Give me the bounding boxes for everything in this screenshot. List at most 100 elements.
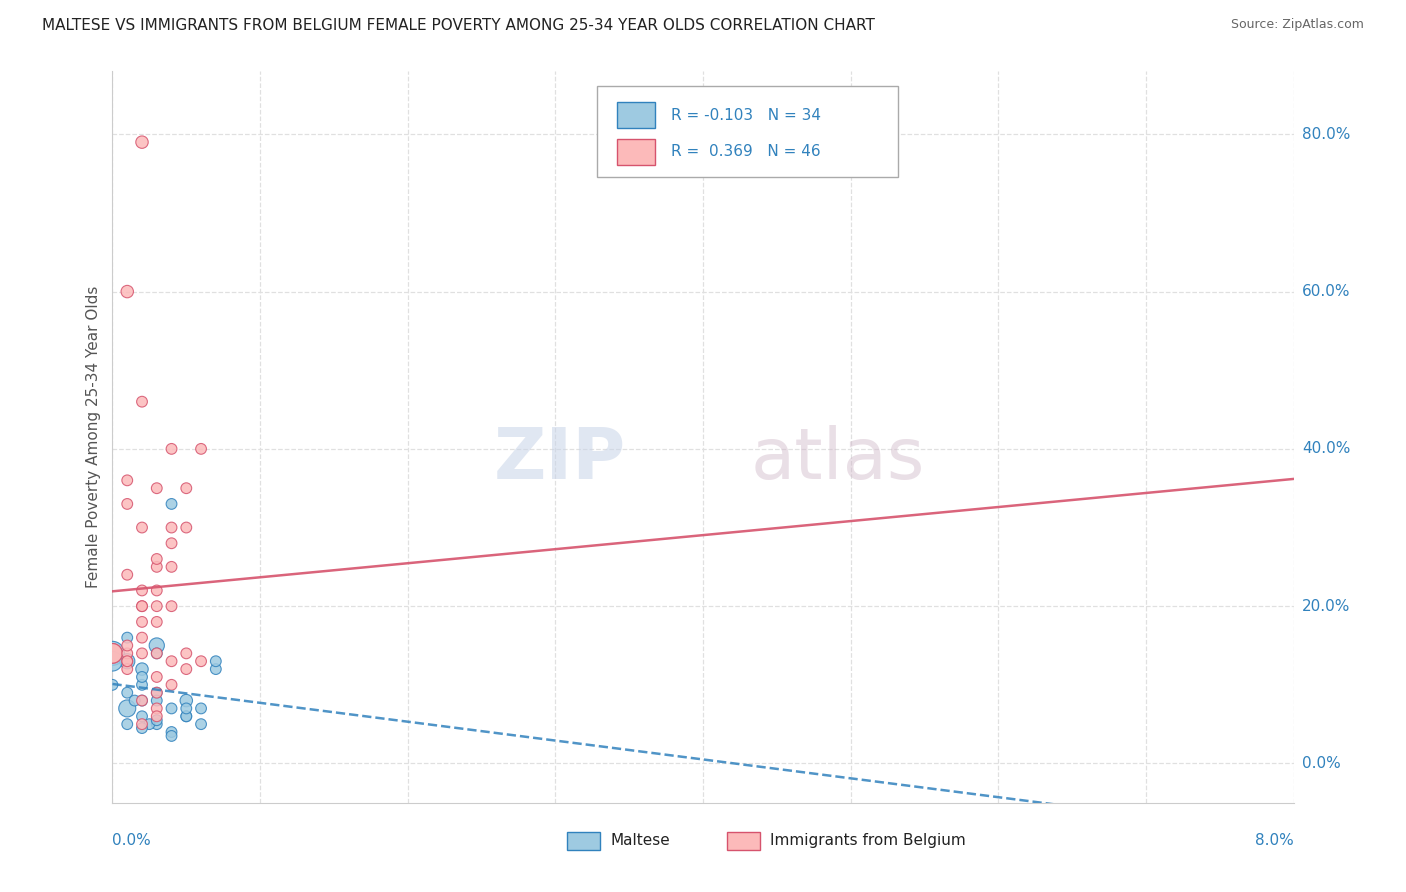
Text: 60.0%: 60.0% [1302,284,1350,299]
Point [101,646,124,660]
Point [146,646,169,660]
Point [160,701,183,715]
Text: atlas: atlas [751,425,925,493]
Point [160,729,183,743]
Point [160,520,183,534]
Point [160,599,183,614]
Point [190,442,212,456]
Point [131,646,153,660]
Text: 0.0%: 0.0% [112,833,152,848]
Point [117,717,138,731]
Point [146,693,169,707]
Text: 20.0%: 20.0% [1302,599,1350,614]
Point [117,473,138,487]
Point [190,717,212,731]
Point [174,701,197,715]
Point [190,701,212,715]
Point [174,693,197,707]
Point [117,631,138,645]
Text: 8.0%: 8.0% [1254,833,1294,848]
Point [146,670,169,684]
Point [160,536,183,550]
Y-axis label: Female Poverty Among 25-34 Year Olds: Female Poverty Among 25-34 Year Olds [86,286,101,588]
Point [117,686,138,700]
Point [146,552,169,566]
Point [117,654,138,668]
Text: 40.0%: 40.0% [1302,442,1350,457]
Text: Maltese: Maltese [610,833,671,848]
Point [131,631,153,645]
Point [131,599,153,614]
Point [160,678,183,692]
Point [146,481,169,495]
FancyBboxPatch shape [596,86,898,178]
Text: ZIP: ZIP [494,425,626,493]
Point [146,639,169,653]
Point [117,567,138,582]
Point [131,721,153,735]
Point [131,599,153,614]
Point [146,713,169,727]
Point [131,394,153,409]
Point [174,481,197,495]
Point [131,615,153,629]
Point [174,520,197,534]
Point [117,639,138,653]
Bar [567,832,600,850]
Point [146,559,169,574]
Point [160,497,183,511]
Point [101,654,124,668]
Point [160,559,183,574]
Point [117,285,138,299]
Point [131,678,153,692]
Point [138,717,160,731]
Text: 0.0%: 0.0% [1302,756,1340,771]
Point [101,678,124,692]
Point [131,670,153,684]
Text: R =  0.369   N = 46: R = 0.369 N = 46 [671,145,821,160]
Point [131,520,153,534]
Point [124,693,146,707]
Point [146,646,169,660]
Point [146,583,169,598]
Point [131,135,153,149]
Point [117,701,138,715]
Bar [617,138,655,165]
Point [146,686,169,700]
Point [131,662,153,676]
Text: MALTESE VS IMMIGRANTS FROM BELGIUM FEMALE POVERTY AMONG 25-34 YEAR OLDS CORRELAT: MALTESE VS IMMIGRANTS FROM BELGIUM FEMAL… [42,18,875,33]
Point [117,497,138,511]
Text: R = -0.103   N = 34: R = -0.103 N = 34 [671,108,821,123]
Point [160,442,183,456]
Bar [617,102,655,128]
Point [131,693,153,707]
Point [117,654,138,668]
Point [101,646,124,660]
Point [131,583,153,598]
Point [146,717,169,731]
Point [146,686,169,700]
Point [174,662,197,676]
Point [174,709,197,723]
Point [146,701,169,715]
Point [117,646,138,660]
Point [146,599,169,614]
Text: Source: ZipAtlas.com: Source: ZipAtlas.com [1230,18,1364,31]
Point [146,615,169,629]
Point [174,709,197,723]
Point [174,646,197,660]
Point [205,662,228,676]
Point [146,709,169,723]
Text: 80.0%: 80.0% [1302,127,1350,142]
Point [160,725,183,739]
Point [131,717,153,731]
Point [117,662,138,676]
Point [131,693,153,707]
Point [117,654,138,668]
Point [101,646,124,660]
Bar [727,832,759,850]
Point [131,709,153,723]
Point [160,654,183,668]
Point [205,654,228,668]
Point [190,654,212,668]
